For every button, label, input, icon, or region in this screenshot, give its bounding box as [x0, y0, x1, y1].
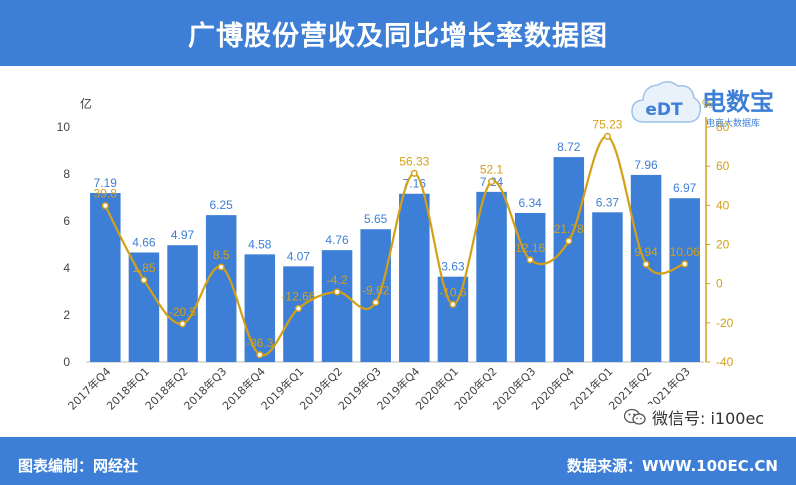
bar-value-label: 4.97 — [171, 228, 195, 242]
bar — [321, 250, 353, 362]
bar — [592, 212, 623, 362]
growth-point — [140, 276, 148, 284]
logo-subtitle: 电商大数据库 — [706, 119, 761, 129]
wechat-watermark: 微信号: i100ec — [620, 404, 769, 430]
growth-value-label: 39.8 — [94, 187, 118, 201]
bar — [514, 213, 546, 362]
bar-value-label: 5.65 — [364, 212, 388, 226]
x-categories: 2017年Q42018年Q12018年Q22018年Q32018年Q42019年… — [65, 364, 693, 413]
left-axis-label: 亿 — [80, 96, 92, 111]
growth-value-label: 8.5 — [213, 248, 230, 262]
bar-value-label: 4.07 — [287, 249, 311, 263]
left-tick-label: 4 — [63, 261, 70, 275]
point-labels: 39.8 1.85 -20.5 8.5 -36.3 -12.66 -4.2 -9.62 56.3… — [94, 117, 700, 349]
growth-point — [179, 320, 187, 328]
bar — [630, 174, 662, 362]
bar-value-label: 6.34 — [519, 196, 543, 210]
footer-source: 数据来源：WWW.100EC.CN — [567, 457, 778, 475]
logo-brand: 电数宝 — [702, 88, 774, 116]
bar-labels: 7.194.664.976.254.584.074.765.657.163.63… — [94, 140, 697, 274]
bar — [167, 245, 198, 362]
growth-value-label: -36.3 — [246, 336, 274, 350]
bar-value-label: 8.72 — [557, 140, 581, 154]
bar-value-label: 4.76 — [325, 233, 349, 247]
footer: 图表编制：网经社 数据来源：WWW.100EC.CN — [0, 437, 796, 485]
growth-point — [294, 304, 302, 313]
growth-point — [333, 288, 341, 296]
growth-value-label: -10.6 — [439, 285, 467, 299]
bar — [476, 191, 507, 362]
growth-point — [488, 178, 496, 186]
wechat-icon — [624, 408, 646, 425]
growth-value-label: -20.5 — [169, 305, 197, 319]
bar — [283, 266, 314, 362]
bar-value-label: 6.97 — [673, 181, 697, 195]
bar — [360, 229, 391, 362]
right-tick-label: 20 — [716, 238, 730, 252]
right-tick-label: -40 — [716, 355, 734, 369]
growth-value-label: 1.85 — [132, 261, 156, 275]
growth-point — [372, 298, 380, 307]
growth-value-label: -12.66 — [281, 289, 315, 303]
chart-area: 亿 % 0 2 4 6 8 10 -40 -20 0 20 40 60 80 7.19 4.66 4.97… — [57, 96, 734, 413]
left-tick-label: 0 — [63, 355, 70, 369]
growth-value-label: 12.16 — [515, 241, 545, 255]
bar-value-label: 3.63 — [441, 260, 465, 274]
growth-line — [101, 132, 689, 359]
bar — [244, 254, 276, 362]
left-tick-label: 6 — [63, 214, 70, 228]
growth-value-label: 75.23 — [592, 117, 622, 131]
bar-value-label: 6.37 — [596, 195, 620, 209]
growth-point — [565, 237, 573, 245]
bars — [90, 157, 700, 362]
growth-point — [642, 260, 650, 268]
bar-value-label: 7.19 — [94, 176, 118, 190]
growth-point — [526, 256, 534, 264]
bar — [90, 193, 121, 362]
chart-title: 广博股份营收及同比增长率数据图 — [188, 20, 608, 52]
chart-header: 广博股份营收及同比增长率数据图 — [0, 0, 796, 66]
growth-value-label: 21.78 — [554, 222, 584, 236]
right-axis-label: % — [702, 97, 713, 111]
growth-point — [449, 300, 457, 308]
bar-value-label: 6.25 — [210, 198, 234, 212]
bar — [128, 252, 160, 362]
bar — [205, 215, 237, 362]
right-axis: -40 -20 0 20 40 60 80 — [705, 117, 734, 369]
bar-value-label: 4.66 — [132, 235, 156, 249]
bar — [399, 193, 430, 362]
growth-value-label: 10.06 — [670, 245, 700, 259]
right-tick-label: 60 — [716, 159, 730, 173]
growth-point — [603, 132, 611, 140]
logo-badge: eDT — [645, 100, 683, 120]
right-tick-label: 80 — [716, 120, 730, 134]
left-tick-label: 8 — [63, 167, 70, 181]
right-tick-label: -20 — [716, 316, 734, 330]
left-tick-label: 10 — [57, 120, 71, 134]
bar-value-label: 7.96 — [634, 158, 658, 172]
growth-point — [217, 263, 225, 271]
bar — [669, 198, 700, 362]
growth-value-label: 9.94 — [634, 245, 658, 259]
growth-value-label: -4.2 — [327, 273, 348, 287]
logo: eDT 电数宝 电商大数据库 — [630, 76, 790, 136]
left-tick-label: 2 — [63, 308, 70, 322]
right-tick-label: 0 — [716, 277, 723, 291]
bar-value-label: 4.58 — [248, 237, 272, 251]
growth-value-label: 52.1 — [480, 163, 504, 177]
wechat-text: 微信号: i100ec — [652, 409, 765, 428]
growth-point — [410, 169, 418, 177]
growth-point — [256, 351, 264, 359]
growth-value-label: -9.62 — [362, 284, 390, 298]
bar — [553, 157, 585, 362]
footer-credit: 图表编制：网经社 — [18, 457, 139, 475]
right-tick-label: 40 — [716, 198, 730, 212]
growth-point — [101, 202, 109, 210]
growth-point — [681, 260, 689, 268]
growth-value-label: 56.33 — [399, 154, 429, 168]
bar — [437, 276, 469, 362]
cloud-logo-icon: eDT — [631, 81, 702, 123]
